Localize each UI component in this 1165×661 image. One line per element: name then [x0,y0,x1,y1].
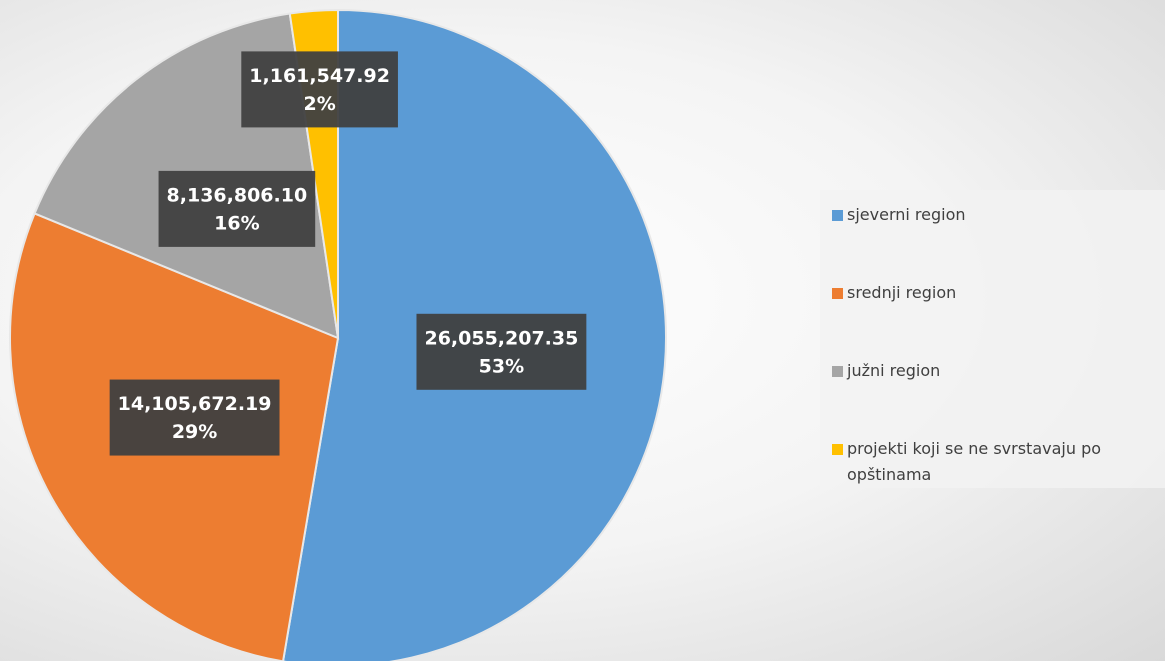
legend-label: sjeverni region [847,205,966,224]
data-label-box [241,51,398,128]
data-label-value: 14,105,672.19 [118,393,272,415]
data-label-percent: 29% [172,421,217,443]
data-label-box [109,379,280,456]
legend-label: projekti koji se ne svrstavaju po opštin… [847,439,1102,484]
legend-label: južni region [847,361,941,380]
data-label: 14,105,672.19 29% [109,379,280,456]
data-label: 26,055,207.35 53% [416,313,587,390]
legend: sjeverni region srednji region južni regio… [820,190,1165,488]
legend-swatch [832,210,843,221]
data-label-box [158,170,316,247]
legend-item: srednji region [832,280,1155,306]
legend-label: srednji region [847,283,957,302]
legend-item: južni region [832,358,1155,384]
data-label-percent: 53% [479,355,524,377]
data-label-value: 8,136,806.10 [167,184,308,206]
legend-item: sjeverni region [832,202,1155,228]
legend-item: projekti koji se ne svrstavaju po opštin… [832,436,1155,488]
data-label-value: 26,055,207.35 [424,327,578,349]
data-label: 8,136,806.10 16% [158,170,316,247]
data-label: 1,161,547.92 2% [241,51,398,128]
data-label-box [416,313,587,390]
legend-swatch [832,444,843,455]
data-label-value: 1,161,547.92 [249,65,390,87]
legend-swatch [832,366,843,377]
data-label-percent: 16% [214,212,259,234]
legend-swatch [832,288,843,299]
data-label-percent: 2% [303,93,335,115]
